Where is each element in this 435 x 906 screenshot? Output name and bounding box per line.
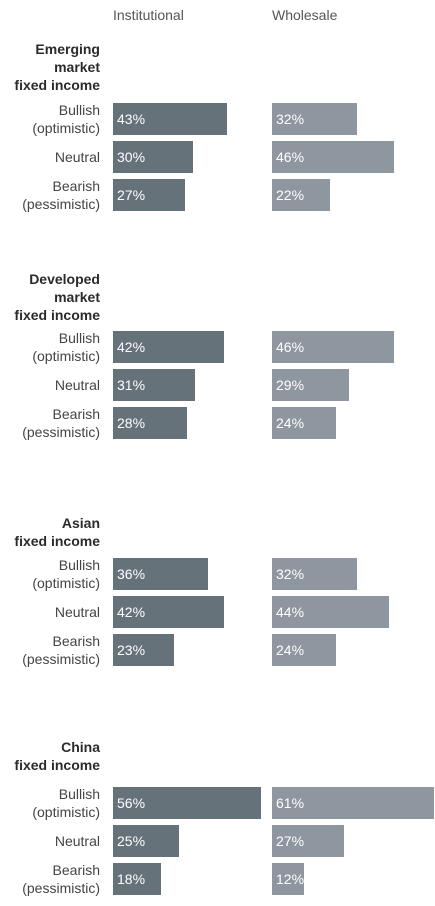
bar-institutional: 31% [113, 369, 195, 401]
category-label-line: (pessimistic) [22, 196, 100, 212]
group-title-line: China [61, 739, 100, 755]
bar-institutional: 43% [113, 103, 227, 135]
category-label-line: Neutral [54, 149, 100, 165]
bar-institutional: 25% [113, 825, 179, 857]
bar-value-label: 32% [276, 566, 305, 582]
bar-value-label: 44% [276, 604, 305, 620]
bar-value-label: 43% [117, 111, 146, 127]
group-title-line: Developed [29, 271, 100, 287]
group-title-line: fixed income [14, 757, 100, 773]
category-label-line: Neutral [54, 604, 100, 620]
category-label-line: Bearish [52, 178, 100, 194]
category-label: Neutral [0, 832, 100, 850]
bar-value-label: 31% [117, 377, 146, 393]
bar-wholesale: 61% [272, 787, 434, 819]
bar-wholesale: 24% [272, 407, 336, 439]
group-title-line: fixed income [14, 533, 100, 549]
bar-value-label: 42% [117, 604, 146, 620]
bar-value-label: 29% [276, 377, 305, 393]
category-label-line: Bullish [58, 557, 100, 573]
category-label: Bearish (pessimistic) [0, 405, 100, 441]
bar-value-label: 23% [117, 642, 146, 658]
bar-wholesale: 27% [272, 825, 344, 857]
bar-institutional: 27% [113, 179, 185, 211]
bar-value-label: 24% [276, 415, 305, 431]
category-label-line: (optimistic) [32, 348, 100, 364]
category-label-line: (pessimistic) [22, 651, 100, 667]
category-label: Bullish (optimistic) [0, 785, 100, 821]
category-label-line: Bullish [58, 330, 100, 346]
group-title: Developed market fixed income [0, 270, 100, 324]
column-header-wholesale: Wholesale [272, 7, 338, 23]
bar-value-label: 56% [117, 795, 146, 811]
group-title-line: Asian [61, 515, 100, 531]
bar-wholesale: 44% [272, 596, 389, 628]
category-label-line: Bearish [52, 633, 100, 649]
bar-value-label: 46% [276, 339, 305, 355]
bar-value-label: 30% [117, 149, 146, 165]
category-label: Bearish (pessimistic) [0, 861, 100, 897]
category-label-line: (optimistic) [32, 804, 100, 820]
bar-wholesale: 32% [272, 558, 357, 590]
bar-wholesale: 46% [272, 331, 394, 363]
bar-value-label: 28% [117, 415, 146, 431]
category-label-line: Neutral [54, 377, 100, 393]
category-label-line: (optimistic) [32, 575, 100, 591]
category-label-line: (pessimistic) [22, 880, 100, 896]
category-label-line: Neutral [54, 833, 100, 849]
bar-institutional: 30% [113, 141, 193, 173]
bar-value-label: 12% [276, 871, 305, 887]
category-label-line: (pessimistic) [22, 424, 100, 440]
category-label-line: Bearish [52, 862, 100, 878]
bar-wholesale: 29% [272, 369, 349, 401]
bar-institutional: 23% [113, 634, 174, 666]
group-title-line: market [54, 59, 100, 75]
bar-wholesale: 24% [272, 634, 336, 666]
category-label: Neutral [0, 148, 100, 166]
bar-institutional: 18% [113, 863, 161, 895]
group-title: Emerging market fixed income [0, 40, 100, 94]
group-title-line: market [54, 289, 100, 305]
column-header-institutional: Institutional [113, 7, 184, 23]
bar-wholesale: 12% [272, 863, 304, 895]
bar-institutional: 28% [113, 407, 187, 439]
bar-value-label: 61% [276, 795, 305, 811]
bar-value-label: 24% [276, 642, 305, 658]
group-title-line: fixed income [14, 307, 100, 323]
category-label: Bullish (optimistic) [0, 329, 100, 365]
category-label-line: (optimistic) [32, 120, 100, 136]
bar-value-label: 22% [276, 187, 305, 203]
category-label: Bullish (optimistic) [0, 556, 100, 592]
category-label: Neutral [0, 376, 100, 394]
category-label-line: Bullish [58, 102, 100, 118]
category-label-line: Bullish [58, 786, 100, 802]
bar-value-label: 42% [117, 339, 146, 355]
bar-institutional: 56% [113, 787, 261, 819]
bar-wholesale: 22% [272, 179, 330, 211]
bar-wholesale: 32% [272, 103, 357, 135]
bar-value-label: 36% [117, 566, 146, 582]
category-label-line: Bearish [52, 406, 100, 422]
bar-value-label: 25% [117, 833, 146, 849]
category-label: Neutral [0, 603, 100, 621]
bar-wholesale: 46% [272, 141, 394, 173]
category-label: Bullish (optimistic) [0, 101, 100, 137]
bar-value-label: 27% [117, 187, 146, 203]
category-label: Bearish (pessimistic) [0, 632, 100, 668]
bar-value-label: 32% [276, 111, 305, 127]
bar-institutional: 36% [113, 558, 208, 590]
bar-institutional: 42% [113, 331, 224, 363]
bar-value-label: 18% [117, 871, 146, 887]
bar-institutional: 42% [113, 596, 224, 628]
group-title: China fixed income [0, 738, 100, 774]
bar-value-label: 27% [276, 833, 305, 849]
group-title: Asian fixed income [0, 514, 100, 550]
bar-value-label: 46% [276, 149, 305, 165]
group-title-line: fixed income [14, 77, 100, 93]
category-label: Bearish (pessimistic) [0, 177, 100, 213]
group-title-line: Emerging [35, 41, 100, 57]
